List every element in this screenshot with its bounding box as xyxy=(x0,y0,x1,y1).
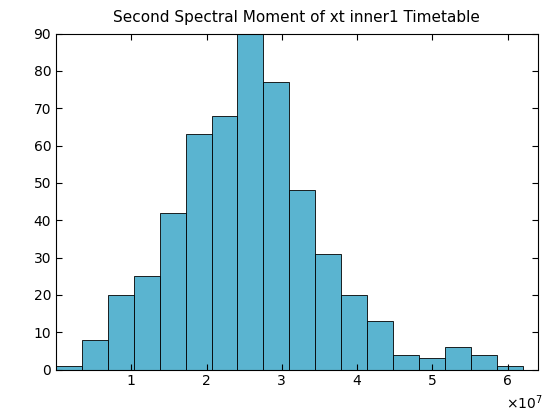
Bar xyxy=(471,354,497,370)
Bar xyxy=(315,254,341,370)
Bar xyxy=(56,366,82,370)
Bar xyxy=(134,276,160,370)
Bar xyxy=(108,295,134,370)
Bar xyxy=(497,366,522,370)
Bar xyxy=(341,295,367,370)
Bar xyxy=(160,213,185,370)
Bar xyxy=(212,116,237,370)
Bar xyxy=(445,347,471,370)
Bar xyxy=(185,134,212,370)
Bar xyxy=(419,358,445,370)
Bar xyxy=(263,82,290,370)
Bar xyxy=(237,34,263,370)
Bar xyxy=(82,340,108,370)
Bar xyxy=(290,190,315,370)
Bar xyxy=(393,354,419,370)
Title: Second Spectral Moment of xt inner1 Timetable: Second Spectral Moment of xt inner1 Time… xyxy=(113,10,480,26)
Bar xyxy=(367,321,393,370)
Text: $\times 10^7$: $\times 10^7$ xyxy=(506,393,543,412)
